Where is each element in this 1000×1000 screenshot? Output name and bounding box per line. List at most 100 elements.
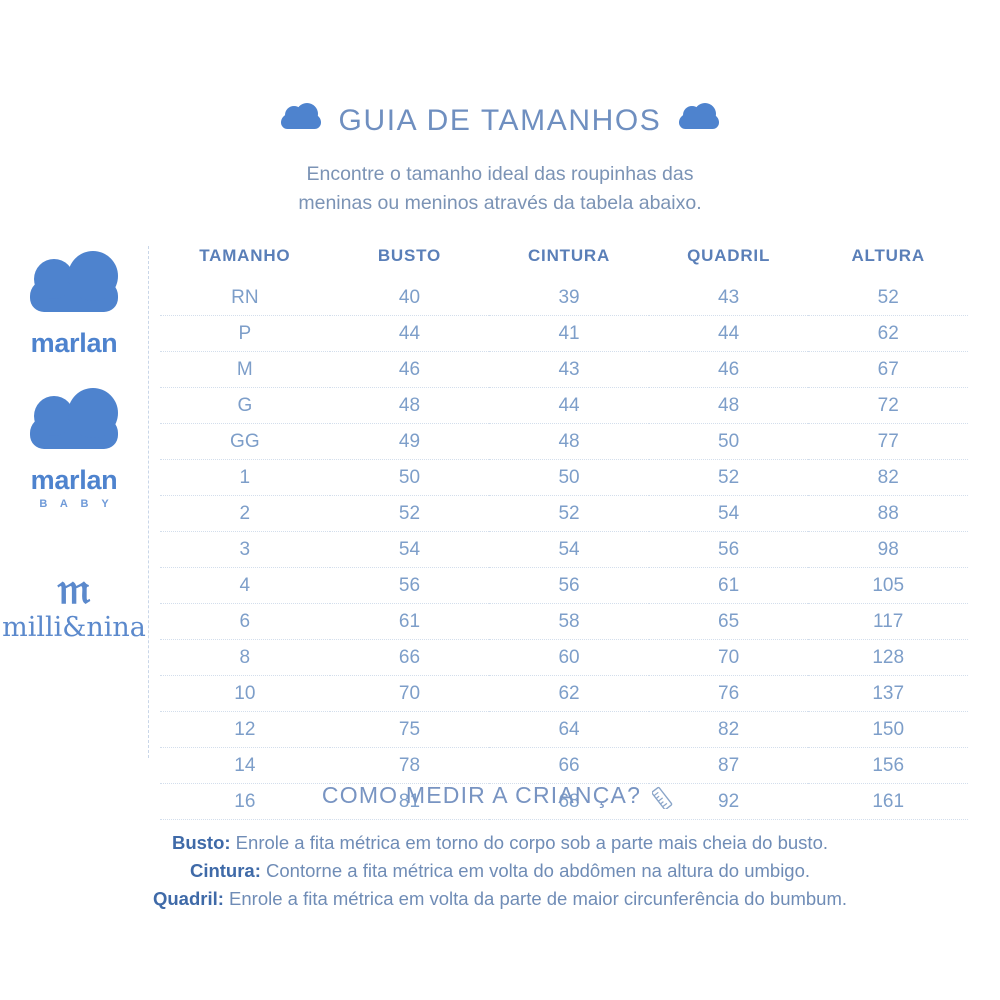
cell-value: 87 — [648, 747, 809, 784]
table-row: 3 54 54 56 98 — [160, 531, 968, 568]
table-head: TAMANHO BUSTO CINTURA QUADRIL ALTURA — [160, 246, 968, 280]
cell-value: 77 — [808, 423, 968, 460]
brand-logo-marlan: marlan — [0, 251, 148, 359]
instruction-line: Busto: Enrole a fita métrica em torno do… — [0, 829, 1000, 857]
cell-value: 62 — [489, 675, 649, 712]
cell-value: 137 — [808, 675, 968, 712]
cell-value: 52 — [648, 459, 809, 496]
table-row: 14 78 66 87 156 — [160, 747, 968, 784]
cell-value: 70 — [329, 675, 490, 712]
brand-rail: marlan marlan B A B Y 𝔪 milli&nina — [0, 251, 148, 750]
rail-divider — [148, 246, 149, 758]
cell-tamanho: 10 — [160, 675, 330, 712]
subtitle-line-1: Encontre o tamanho ideal das roupinhas d… — [306, 163, 694, 185]
cell-tamanho: 6 — [160, 603, 330, 640]
table-row: GG 49 48 50 77 — [160, 423, 968, 460]
cell-value: 88 — [808, 495, 968, 532]
ruler-icon — [651, 783, 678, 810]
m-monogram-icon: 𝔪 — [57, 563, 91, 614]
cloud-icon-right — [679, 102, 720, 129]
column-header-altura: ALTURA — [851, 246, 925, 265]
cell-value: 44 — [329, 315, 490, 352]
measure-title: COMO MEDIR A CRIANÇA? — [321, 782, 642, 808]
cell-tamanho: 16 — [160, 783, 330, 820]
size-table: TAMANHO BUSTO CINTURA QUADRIL ALTURA RN 4… — [160, 246, 968, 820]
brand-subtitle: B A B Y — [39, 498, 114, 510]
column-header-cintura: CINTURA — [527, 246, 611, 265]
cell-value: 46 — [329, 351, 490, 388]
cell-value: 82 — [648, 711, 809, 748]
page-subtitle: Encontre o tamanho ideal das roupinhas d… — [0, 160, 1000, 218]
cell-value: 50 — [329, 459, 490, 496]
cell-value: 72 — [808, 387, 968, 424]
cell-value: 75 — [329, 711, 490, 748]
page-title: GUIA DE TAMANHOS — [338, 104, 662, 137]
cell-value: 64 — [489, 711, 649, 748]
instruction-line: Cintura: Contorne a fita métrica em volt… — [0, 857, 1000, 885]
cell-value: 54 — [489, 531, 649, 568]
header: GUIA DE TAMANHOS Encontre o tamanho idea… — [0, 102, 1000, 218]
cell-tamanho: RN — [160, 280, 330, 316]
cell-tamanho: GG — [160, 423, 330, 460]
cell-value: 92 — [648, 783, 809, 820]
cell-value: 156 — [808, 747, 968, 784]
table-row: 16 81 68 92 161 — [160, 783, 968, 820]
table-row: M 46 43 46 67 — [160, 351, 968, 388]
brand-name: marlan — [30, 465, 118, 495]
cell-value: 65 — [648, 603, 809, 640]
instruction-line: Quadril: Enrole a fita métrica em volta … — [0, 885, 1000, 913]
cell-tamanho: P — [160, 315, 330, 352]
cell-value: 52 — [808, 280, 968, 316]
cell-value: 41 — [489, 315, 649, 352]
cell-value: 81 — [329, 783, 490, 820]
cell-value: 43 — [489, 351, 649, 388]
cell-value: 54 — [648, 495, 809, 532]
instruction-text: Enrole a fita métrica em volta da parte … — [223, 888, 848, 909]
table-row: RN 40 39 43 52 — [160, 280, 968, 316]
measure-title-row: COMO MEDIR A CRIANÇA? — [0, 782, 1000, 810]
instruction-label: Busto: — [171, 832, 231, 853]
cell-value: 43 — [648, 280, 809, 316]
instruction-label: Quadril: — [152, 888, 224, 909]
cell-value: 44 — [489, 387, 649, 424]
cell-value: 128 — [808, 639, 968, 676]
instruction-text: Contorne a fita métrica em volta do abdô… — [260, 860, 811, 881]
cell-value: 39 — [489, 280, 649, 316]
cloud-icon — [30, 251, 118, 312]
cell-value: 76 — [648, 675, 809, 712]
cell-value: 68 — [489, 783, 649, 820]
cell-tamanho: G — [160, 387, 330, 424]
cell-value: 46 — [648, 351, 809, 388]
cell-value: 56 — [648, 531, 809, 568]
cell-value: 56 — [329, 567, 490, 604]
cell-value: 48 — [648, 387, 809, 424]
cell-value: 98 — [808, 531, 968, 568]
table-row: 10 70 62 76 137 — [160, 675, 968, 712]
cell-value: 66 — [329, 639, 490, 676]
brand-logo-marlan-baby: marlan B A B Y — [0, 388, 148, 510]
title-row: GUIA DE TAMANHOS — [0, 102, 1000, 138]
cell-value: 40 — [329, 280, 490, 316]
cell-tamanho: 3 — [160, 531, 330, 568]
table-row: 6 61 58 65 117 — [160, 603, 968, 640]
table-row: P 44 41 44 62 — [160, 315, 968, 352]
table-row: 1 50 50 52 82 — [160, 459, 968, 496]
cell-value: 67 — [808, 351, 968, 388]
cloud-icon-left — [280, 102, 321, 129]
cloud-icon — [30, 388, 118, 449]
cell-value: 150 — [808, 711, 968, 748]
cell-tamanho: 4 — [160, 567, 330, 604]
brand-name: milli&nina — [2, 612, 146, 643]
cell-tamanho: 8 — [160, 639, 330, 676]
cell-value: 66 — [489, 747, 649, 784]
cell-value: 44 — [648, 315, 809, 352]
cell-value: 50 — [648, 423, 809, 460]
table-header-row: TAMANHO BUSTO CINTURA QUADRIL ALTURA — [160, 246, 968, 280]
brand-logo-milli-nina: 𝔪 milli&nina — [0, 563, 148, 644]
table-row: 8 66 60 70 128 — [160, 639, 968, 676]
cell-value: 61 — [648, 567, 809, 604]
cell-value: 48 — [329, 387, 490, 424]
instruction-label: Cintura: — [189, 860, 261, 881]
cell-tamanho: 12 — [160, 711, 330, 748]
